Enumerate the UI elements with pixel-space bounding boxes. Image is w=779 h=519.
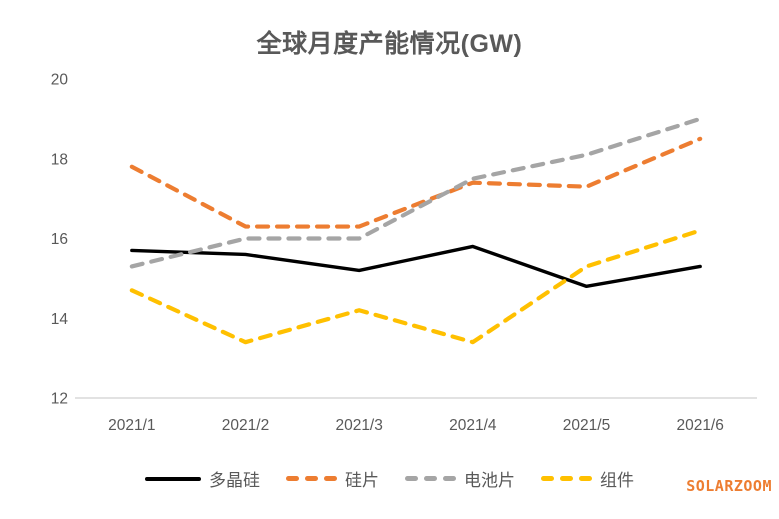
legend-item-wafer: 硅片 [286, 466, 379, 491]
legend-swatch-dashed-line [541, 476, 592, 481]
x-axis-tick-label: 2021/3 [335, 417, 382, 434]
legend-swatch-solid-line [145, 476, 201, 481]
y-axis-tick-label: 14 [51, 311, 69, 328]
legend-swatch-dashed-line [405, 476, 456, 481]
x-axis-tick-label: 2021/4 [449, 417, 497, 434]
y-axis-tick-label: 20 [51, 72, 69, 89]
legend-label: 多晶硅 [209, 471, 260, 490]
legend-label: 硅片 [345, 471, 379, 490]
legend-item-polysilicon: 多晶硅 [145, 466, 260, 491]
series-line-3 [129, 228, 703, 345]
legend-label: 电池片 [464, 471, 515, 490]
chart-title: 全球月度产能情况(GW) [256, 30, 523, 58]
x-axis-tick-label: 2021/6 [676, 417, 723, 434]
x-axis-tick-label: 2021/2 [222, 417, 269, 434]
legend-item-module: 组件 [541, 466, 634, 491]
x-axis-tick-label: 2021/1 [108, 417, 155, 434]
legend-item-cell: 电池片 [405, 466, 515, 491]
series-line-1 [129, 136, 703, 229]
watermark-solarzoom: SOLARZOOM [686, 477, 772, 495]
x-axis-tick-label: 2021/5 [563, 417, 610, 434]
line-chart: 12 14 16 18 20 2021/1 2021/2 2021/3 2021/4 2021/5… [51, 72, 757, 434]
y-axis-tick-label: 18 [51, 151, 68, 168]
y-axis-tick-label: 16 [51, 231, 68, 248]
legend-swatch-dashed-line [286, 476, 337, 481]
series-line-2 [129, 116, 703, 269]
chart-legend: 多晶硅 硅片 电池片 组件 [0, 466, 779, 491]
series-line-0 [130, 244, 702, 289]
y-axis-tick-label: 12 [51, 391, 68, 408]
legend-label: 组件 [600, 471, 634, 490]
